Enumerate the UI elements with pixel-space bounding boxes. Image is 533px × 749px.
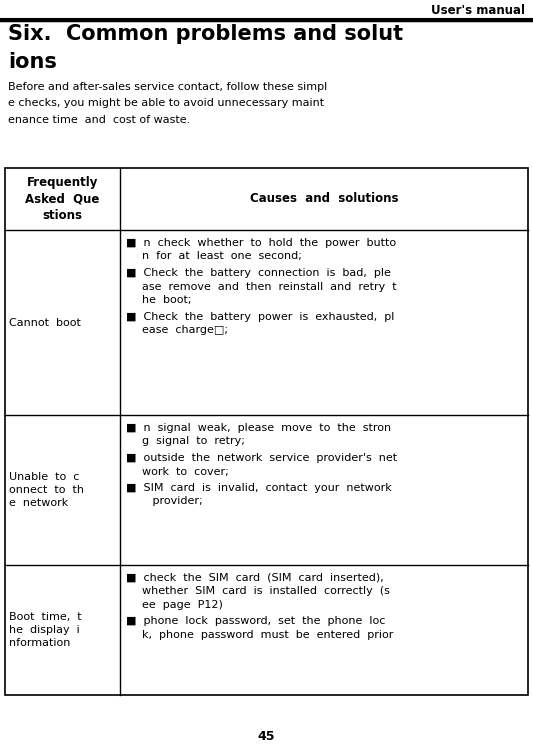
Text: e checks, you might be able to avoid unnecessary maint: e checks, you might be able to avoid unn… (8, 99, 324, 109)
Text: work  to  cover;: work to cover; (142, 467, 229, 476)
Text: g  signal  to  retry;: g signal to retry; (142, 437, 245, 446)
Text: Frequently
Asked  Que
stions: Frequently Asked Que stions (25, 176, 100, 222)
Text: ■  n  signal  weak,  please  move  to  the  stron: ■ n signal weak, please move to the stro… (126, 423, 391, 433)
Text: provider;: provider; (142, 497, 203, 506)
Text: he  boot;: he boot; (142, 295, 191, 305)
Text: enance time  and  cost of waste.: enance time and cost of waste. (8, 115, 190, 125)
Text: 45: 45 (258, 730, 275, 743)
Text: Boot  time,  t
he  display  i
nformation: Boot time, t he display i nformation (9, 612, 82, 648)
Text: ease  charge□;: ease charge□; (142, 325, 228, 335)
Text: n  for  at  least  one  second;: n for at least one second; (142, 252, 302, 261)
Text: ■  SIM  card  is  invalid,  contact  your  network: ■ SIM card is invalid, contact your netw… (126, 483, 392, 493)
Text: ■  check  the  SIM  card  (SIM  card  inserted),: ■ check the SIM card (SIM card inserted)… (126, 573, 384, 583)
Text: Six.  Common problems and solut: Six. Common problems and solut (8, 24, 403, 44)
Bar (5, 168, 528, 695)
Text: Cannot  boot: Cannot boot (9, 318, 81, 327)
Text: Causes  and  solutions: Causes and solutions (250, 192, 398, 205)
Text: ase  remove  and  then  reinstall  and  retry  t: ase remove and then reinstall and retry … (142, 282, 397, 291)
Text: ■  phone  lock  password,  set  the  phone  loc: ■ phone lock password, set the phone loc (126, 616, 385, 626)
Text: ee  page  P12): ee page P12) (142, 600, 223, 610)
Text: ■  Check  the  battery  power  is  exhausted,  pl: ■ Check the battery power is exhausted, … (126, 312, 394, 321)
Text: ions: ions (8, 52, 57, 72)
Text: ■  n  check  whether  to  hold  the  power  butto: ■ n check whether to hold the power butt… (126, 238, 396, 248)
Text: Before and after-sales service contact, follow these simpl: Before and after-sales service contact, … (8, 82, 327, 92)
Text: Unable  to  c
onnect  to  th
e  network: Unable to c onnect to th e network (9, 472, 84, 508)
Text: ■  outside  the  network  service  provider's  net: ■ outside the network service provider's… (126, 453, 397, 463)
Text: ■  Check  the  battery  connection  is  bad,  ple: ■ Check the battery connection is bad, p… (126, 268, 391, 278)
Text: k,  phone  password  must  be  entered  prior: k, phone password must be entered prior (142, 630, 393, 640)
Text: User's manual: User's manual (431, 4, 525, 17)
Text: whether  SIM  card  is  installed  correctly  (s: whether SIM card is installed correctly … (142, 586, 390, 596)
